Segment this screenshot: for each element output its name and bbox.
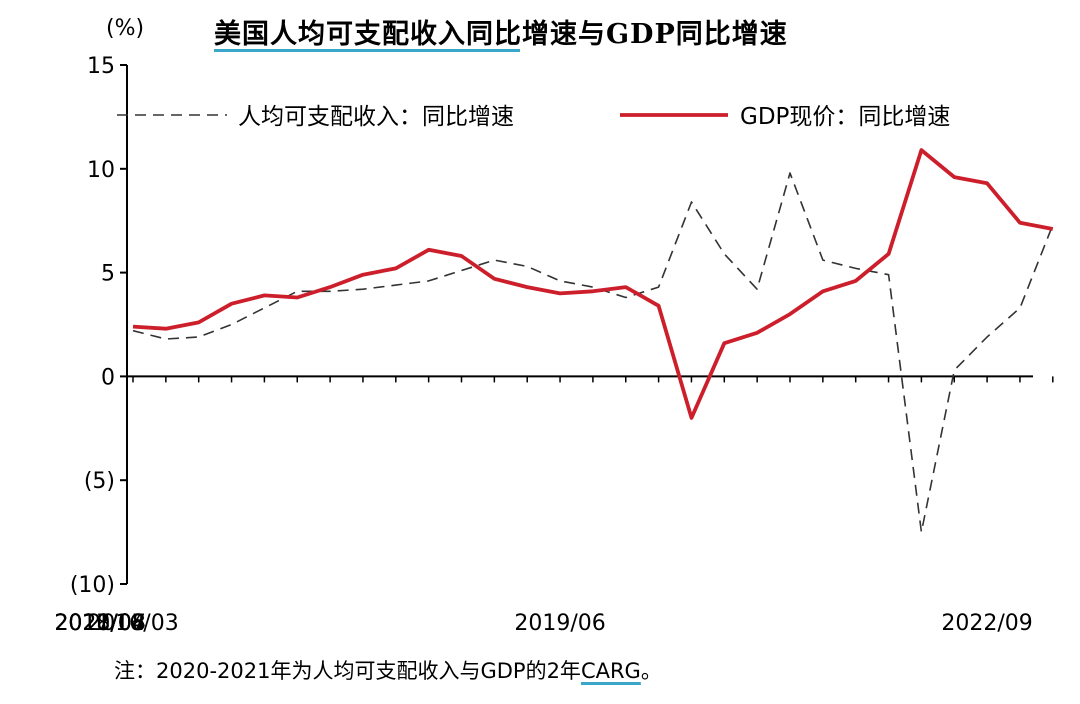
series-line-income xyxy=(132,172,1054,533)
title-underline xyxy=(214,49,520,52)
y-tick-label: 0 xyxy=(101,365,115,390)
y-tick-label: 5 xyxy=(101,262,115,287)
x-tick-label: 2018/05 xyxy=(54,611,145,636)
x-tick-label: 2016/03 xyxy=(87,611,178,636)
footnote-carg: CARG xyxy=(580,659,641,683)
y-tick-label: 15 xyxy=(87,54,115,79)
x-tick-label: 2019/06 xyxy=(514,611,605,636)
x-tick-label: 2020/07 xyxy=(54,611,145,636)
y-tick-label: 10 xyxy=(87,158,115,183)
legend-label-income: 人均可支配收入：同比增速 xyxy=(238,104,514,130)
chart-title: 美国人均可支配收入同比增速与GDP同比增速 xyxy=(214,19,788,50)
y-tick-label: (10) xyxy=(70,573,115,598)
y-axis-unit: (%) xyxy=(106,16,145,41)
y-tick-label: (5) xyxy=(84,469,115,494)
series-line-gdp xyxy=(132,148,1054,420)
x-tick-label: 2021/08 xyxy=(54,611,145,636)
footnote-end: 。 xyxy=(640,659,662,683)
x-tick-label: 2022/09 xyxy=(941,611,1032,636)
footnote-text: 注：2020-2021年为人均可支配收入与GDP的2年 xyxy=(114,659,581,683)
x-tick-label: 2017/04 xyxy=(54,611,145,636)
legend-label-gdp: GDP现价：同比增速 xyxy=(740,104,950,130)
footnote: 注：2020-2021年为人均可支配收入与GDP的2年CARG。 xyxy=(114,655,662,685)
